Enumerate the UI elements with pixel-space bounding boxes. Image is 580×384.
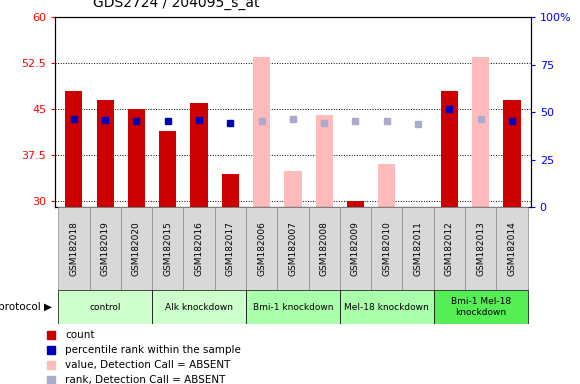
Bar <box>152 290 246 324</box>
Bar <box>434 207 465 290</box>
Bar <box>378 164 396 207</box>
Bar <box>128 109 145 207</box>
Text: GSM182014: GSM182014 <box>508 221 516 276</box>
Bar <box>371 207 403 290</box>
Text: value, Detection Call = ABSENT: value, Detection Call = ABSENT <box>66 360 231 370</box>
Text: rank, Detection Call = ABSENT: rank, Detection Call = ABSENT <box>66 374 226 384</box>
Text: Bmi-1 knockdown: Bmi-1 knockdown <box>253 303 333 312</box>
Bar <box>121 207 152 290</box>
Text: GSM182008: GSM182008 <box>320 221 329 276</box>
Bar <box>347 201 364 207</box>
Text: percentile rank within the sample: percentile rank within the sample <box>66 345 241 355</box>
Text: GSM182012: GSM182012 <box>445 221 454 276</box>
Bar <box>96 100 114 207</box>
Bar <box>340 207 371 290</box>
Text: GSM182010: GSM182010 <box>382 221 392 276</box>
Bar <box>277 207 309 290</box>
Bar <box>472 57 490 207</box>
Bar <box>89 207 121 290</box>
Bar <box>503 100 520 207</box>
Bar <box>159 131 176 207</box>
Text: control: control <box>89 303 121 312</box>
Text: GSM182018: GSM182018 <box>70 221 78 276</box>
Bar <box>409 207 427 250</box>
Text: GDS2724 / 204095_s_at: GDS2724 / 204095_s_at <box>93 0 260 10</box>
Text: GSM182009: GSM182009 <box>351 221 360 276</box>
Text: GSM182016: GSM182016 <box>194 221 204 276</box>
Bar <box>66 91 82 207</box>
Bar <box>246 207 277 290</box>
Text: GSM182013: GSM182013 <box>476 221 485 276</box>
Bar <box>403 207 434 290</box>
Bar <box>58 207 89 290</box>
Bar <box>465 207 496 290</box>
Bar <box>284 170 302 207</box>
Bar <box>183 207 215 290</box>
Bar <box>316 115 333 207</box>
Bar <box>215 207 246 290</box>
Text: GSM182017: GSM182017 <box>226 221 235 276</box>
Bar <box>340 290 434 324</box>
Text: Bmi-1 Mel-18
knockdown: Bmi-1 Mel-18 knockdown <box>451 298 511 317</box>
Text: GSM182006: GSM182006 <box>257 221 266 276</box>
Bar <box>152 207 183 290</box>
Text: GSM182019: GSM182019 <box>101 221 110 276</box>
Bar <box>309 207 340 290</box>
Text: GSM182007: GSM182007 <box>288 221 298 276</box>
Bar <box>58 290 152 324</box>
Bar <box>434 290 528 324</box>
Bar <box>441 91 458 207</box>
Bar <box>253 57 270 207</box>
Bar <box>222 174 239 207</box>
Text: protocol ▶: protocol ▶ <box>0 302 52 312</box>
Text: GSM182011: GSM182011 <box>414 221 423 276</box>
Text: count: count <box>66 330 95 340</box>
Text: GSM182015: GSM182015 <box>163 221 172 276</box>
Bar <box>190 103 208 207</box>
Text: Mel-18 knockdown: Mel-18 knockdown <box>345 303 429 312</box>
Bar <box>246 290 340 324</box>
Bar <box>496 207 528 290</box>
Text: GSM182020: GSM182020 <box>132 221 141 276</box>
Text: Alk knockdown: Alk knockdown <box>165 303 233 312</box>
